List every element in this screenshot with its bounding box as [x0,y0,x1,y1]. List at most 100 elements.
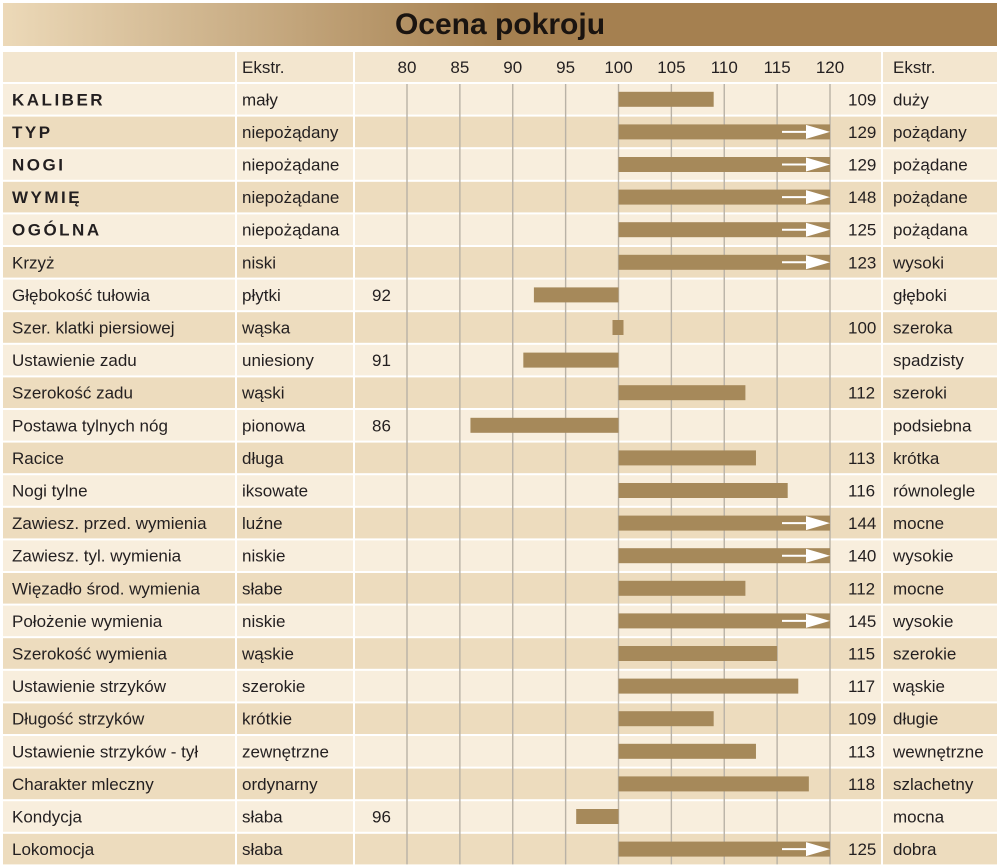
trait-label: Zawiesz. tyl. wymienia [12,547,182,566]
value-label: 129 [848,156,876,175]
value-bar [618,711,714,727]
low-extreme-label: niskie [242,612,285,631]
value-bar [618,450,756,466]
low-extreme-label: mały [242,90,278,109]
overflow-arrow-head [806,222,830,237]
table-row [3,768,997,800]
table-row [3,442,997,474]
value-label: 145 [848,612,876,631]
high-extreme-label: podsiebna [893,416,972,435]
high-extreme-label: szlachetny [893,775,974,794]
trait-label: Racice [12,449,64,468]
value-label: 125 [848,221,876,240]
table-row [3,377,997,408]
table-row [3,279,997,311]
x-tick-label: 100 [604,58,632,77]
high-extreme-label: duży [893,90,929,109]
high-extreme-label: pożądana [893,221,968,240]
value-bar [618,548,830,564]
value-label: 86 [372,416,391,435]
value-label: 129 [848,123,876,142]
value-label: 112 [848,579,875,598]
value-bar [618,580,746,596]
low-extreme-label: słabe [242,579,283,598]
high-extreme-label: wewnętrzne [892,742,984,761]
low-extreme-label: niepożądany [242,123,339,142]
value-bar [618,841,830,857]
low-extreme-label: pionowa [242,416,306,435]
trait-label: Głębokość tułowia [12,286,151,305]
trait-label: Lokomocja [12,840,95,859]
trait-label: Szerokość wymienia [12,645,167,664]
trait-label: Nogi tylne [12,482,88,501]
x-tick-label: 90 [503,58,522,77]
value-label: 118 [848,775,875,794]
high-extreme-label: mocne [893,579,944,598]
low-extreme-label: słaba [242,840,283,859]
value-bar [618,613,830,629]
high-extreme-label: szeroka [893,319,953,338]
table-row [3,247,997,278]
header-row [3,52,997,82]
high-extreme-label: dobra [893,840,937,859]
table-row [3,573,997,604]
value-bar [533,287,619,303]
header-right-extreme: Ekstr. [893,58,936,77]
high-extreme-label: wysokie [892,547,953,566]
value-label: 113 [848,449,875,468]
title-bar [3,3,997,46]
value-label: 96 [372,808,391,827]
overflow-arrow-head [806,190,830,205]
value-bar [576,809,619,824]
table-row [3,605,997,637]
header-left-extreme: Ekstr. [242,58,285,77]
value-bar [618,189,830,205]
value-label: 109 [848,90,876,109]
trait-label: Więzadło środ. wymienia [12,579,201,598]
trait-label: Postawa tylnych nóg [12,416,168,435]
high-extreme-label: głęboki [893,286,947,305]
overflow-arrow-head [806,157,830,172]
trait-label: Ustawienie strzyków [12,677,167,696]
x-tick-label: 85 [450,58,469,77]
value-bar [618,254,830,270]
x-tick-label: 115 [764,58,791,77]
x-tick-label: 120 [816,58,844,77]
value-bar [618,646,778,661]
trait-label: Ustawienie zadu [12,351,137,370]
trait-label: NOGI [12,156,65,175]
table-row [3,507,997,539]
x-tick-label: 95 [556,58,575,77]
overflow-arrow-head [806,516,830,531]
value-bar [618,776,809,792]
value-bar [618,91,714,107]
value-bar [618,222,830,238]
high-extreme-label: spadzisty [893,351,964,370]
low-extreme-label: niskie [242,547,285,566]
low-extreme-label: uniesiony [242,351,314,370]
value-label: 115 [848,645,875,664]
value-label: 144 [848,514,876,533]
value-label: 112 [848,384,875,403]
value-bar [523,352,619,368]
value-label: 140 [848,547,876,566]
high-extreme-label: szerokie [893,645,956,664]
low-extreme-label: płytki [242,286,281,305]
trait-label: Szer. klatki piersiowej [12,319,175,338]
trait-label: Długość strzyków [12,710,145,729]
table-row [3,312,997,343]
low-extreme-label: niepożądane [242,188,339,207]
overflow-arrow-head [806,124,830,139]
low-extreme-label: wąski [241,384,285,403]
trait-label: KALIBER [12,90,105,109]
table-row [3,149,997,180]
low-extreme-label: iksowate [242,482,308,501]
overflow-arrow-head [806,613,830,628]
value-label: 125 [848,840,876,859]
table-row [3,181,997,213]
table-row [3,833,997,865]
high-extreme-label: krótka [893,449,940,468]
overflow-arrow-head [806,548,830,563]
table-row [3,116,997,148]
